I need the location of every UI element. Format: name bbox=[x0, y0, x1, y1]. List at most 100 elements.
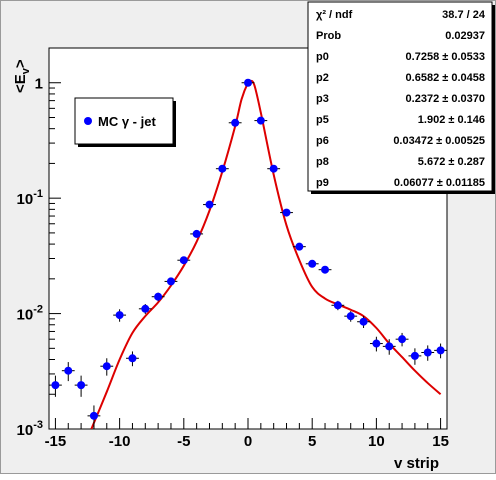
point-marker bbox=[410, 351, 419, 360]
data-point bbox=[113, 309, 127, 322]
stats-row: p3 0.2372 ± 0.0370 bbox=[316, 93, 485, 105]
stats-row-value: 0.6582 ± 0.0458 bbox=[406, 72, 485, 84]
y-tick-label: 1 bbox=[35, 76, 43, 93]
stats-row-label: p9 bbox=[316, 177, 329, 189]
data-point bbox=[228, 118, 242, 127]
legend-label: MC γ - jet bbox=[98, 114, 156, 129]
stats-row: p9 0.06077 ± 0.01185 bbox=[316, 177, 485, 189]
data-point bbox=[395, 332, 409, 347]
data-point bbox=[203, 200, 216, 209]
data-point bbox=[100, 358, 114, 376]
x-tick-label: 10 bbox=[368, 433, 385, 450]
data-point bbox=[61, 362, 75, 382]
svg-text:<Ev>: <Ev> bbox=[12, 59, 32, 93]
data-point bbox=[369, 336, 383, 352]
point-marker bbox=[398, 335, 407, 344]
y-axis-title-main: <E bbox=[12, 74, 29, 93]
stats-row-value: 0.2372 ± 0.0370 bbox=[406, 93, 485, 105]
data-point bbox=[434, 343, 447, 359]
fit-layer bbox=[90, 79, 442, 429]
legend-shadow-bottom bbox=[78, 144, 176, 147]
data-point bbox=[177, 256, 191, 265]
stats-row-label: p0 bbox=[316, 51, 329, 63]
point-marker bbox=[308, 259, 317, 268]
point-marker bbox=[154, 292, 163, 301]
x-tick-label: -15 bbox=[45, 433, 67, 450]
stats-row-value: 0.02937 bbox=[445, 30, 485, 42]
data-point bbox=[49, 375, 62, 397]
legend-shadow-right bbox=[173, 101, 176, 147]
data-point bbox=[331, 300, 345, 311]
data-point bbox=[138, 304, 152, 315]
stats-row: χ² / ndf 38.7 / 24 bbox=[316, 9, 486, 21]
x-tick-label: 5 bbox=[308, 433, 316, 450]
stats-row: Prob 0.02937 bbox=[316, 30, 485, 42]
stats-row-label: p2 bbox=[316, 72, 329, 84]
stats-shadow-bottom bbox=[311, 191, 495, 194]
point-marker bbox=[192, 229, 201, 238]
point-marker bbox=[166, 277, 175, 286]
point-marker bbox=[51, 381, 60, 390]
y-tick-label: 10-2 bbox=[17, 304, 43, 324]
y-axis-title-close: > bbox=[12, 59, 29, 68]
point-marker bbox=[115, 311, 124, 320]
data-point bbox=[318, 265, 332, 274]
stats-row: p5 1.902 ± 0.146 bbox=[316, 114, 485, 126]
point-marker bbox=[231, 118, 240, 127]
y-axis-title-sub: v bbox=[20, 67, 32, 74]
point-marker bbox=[333, 301, 342, 310]
fit-curve bbox=[90, 79, 442, 429]
data-point bbox=[305, 259, 319, 268]
data-point bbox=[344, 311, 358, 322]
stats-row-label: p8 bbox=[316, 156, 329, 168]
point-marker bbox=[77, 381, 86, 390]
point-marker bbox=[359, 317, 368, 326]
stats-row: p8 5.672 ± 0.287 bbox=[316, 156, 485, 168]
data-point bbox=[151, 292, 165, 302]
point-marker bbox=[244, 78, 252, 87]
point-marker bbox=[269, 164, 278, 173]
x-axis-title: v strip bbox=[394, 455, 439, 472]
stats-row-value: 38.7 / 24 bbox=[442, 9, 486, 21]
data-point bbox=[280, 208, 293, 217]
point-marker bbox=[89, 411, 98, 420]
stats-box-frame bbox=[307, 1, 493, 192]
point-marker bbox=[346, 312, 355, 321]
point-marker bbox=[128, 354, 137, 363]
point-marker bbox=[256, 116, 265, 125]
x-tick-label: -5 bbox=[177, 433, 190, 450]
stats-row-label: p3 bbox=[316, 93, 329, 105]
data-point bbox=[190, 229, 204, 238]
data-point bbox=[74, 375, 88, 397]
data-point bbox=[292, 242, 306, 251]
y-axis-title: <Ev> bbox=[12, 59, 32, 93]
data-point bbox=[126, 351, 139, 367]
data-point bbox=[267, 164, 281, 173]
stats-box: χ² / ndf 38.7 / 24 Prob 0.02937 p0 0.7258 ± 0… bbox=[307, 1, 495, 194]
x-tick-label: 0 bbox=[244, 433, 252, 450]
data-point bbox=[241, 78, 255, 87]
stats-row-value: 0.7258 ± 0.0533 bbox=[406, 51, 485, 63]
points-layer bbox=[49, 78, 447, 429]
stats-row-label: Prob bbox=[316, 30, 341, 42]
legend: MC γ - jet bbox=[74, 97, 176, 147]
point-marker bbox=[179, 256, 188, 265]
legend-marker bbox=[84, 117, 92, 125]
point-marker bbox=[372, 339, 381, 348]
y-tick-label: 10-3 bbox=[17, 419, 43, 439]
data-point bbox=[164, 277, 178, 286]
stats-row: p6 0.03472 ± 0.00525 bbox=[316, 135, 485, 147]
point-marker bbox=[218, 164, 227, 173]
stats-row-label: p6 bbox=[316, 135, 329, 147]
point-marker bbox=[321, 265, 330, 274]
stats-row: p2 0.6582 ± 0.0458 bbox=[316, 72, 485, 84]
point-marker bbox=[282, 208, 291, 217]
stats-row-value: 5.672 ± 0.287 bbox=[418, 156, 485, 168]
x-tick-label: 15 bbox=[432, 433, 449, 450]
x-tick-label: -10 bbox=[109, 433, 131, 450]
stats-shadow-right bbox=[492, 5, 495, 194]
stats-row-value: 0.03472 ± 0.00525 bbox=[393, 135, 485, 147]
data-point bbox=[408, 348, 422, 365]
